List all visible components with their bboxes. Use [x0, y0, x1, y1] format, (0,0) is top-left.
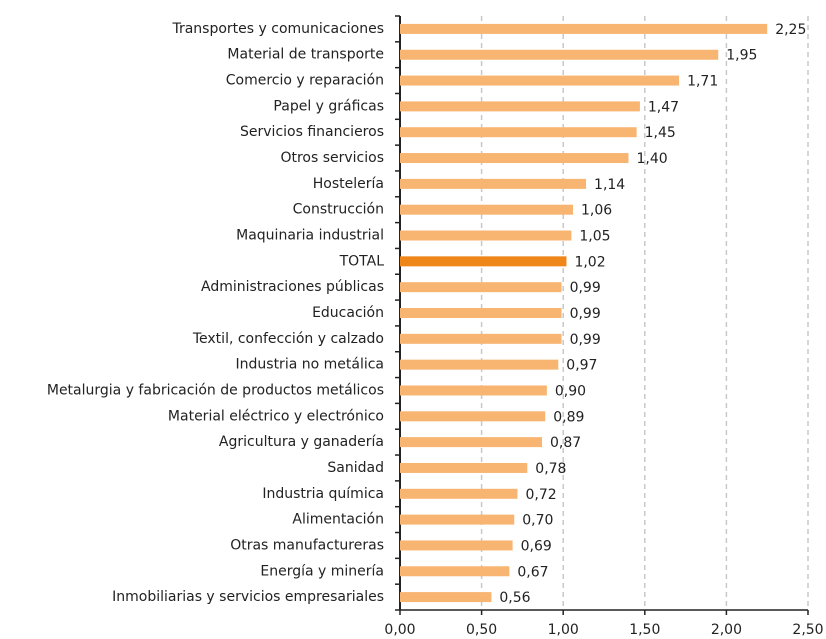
y-tick-label: Construcción: [293, 202, 384, 218]
y-tick-label: Alimentación: [292, 512, 384, 528]
bar: [400, 282, 562, 293]
bar: [400, 230, 572, 241]
y-tick-label: Agricultura y ganadería: [219, 434, 384, 450]
bar: [400, 75, 680, 86]
bar: [400, 101, 640, 112]
y-tick-label: Papel y gráficas: [273, 98, 384, 114]
value-label: 1,95: [726, 48, 757, 64]
value-label: 0,97: [566, 358, 597, 374]
bar: [400, 385, 547, 396]
value-label: 1,47: [648, 99, 679, 115]
x-tick-label: 1,00: [548, 622, 579, 638]
value-label: 0,99: [570, 332, 601, 348]
bar: [400, 49, 719, 60]
x-tick-label: 0,00: [384, 622, 415, 638]
value-label: 1,06: [581, 203, 612, 219]
x-tick-label: 2,50: [792, 622, 823, 638]
value-label: 0,72: [526, 487, 557, 503]
bar: [400, 566, 510, 577]
y-tick-label: Textil, confección y calzado: [192, 331, 384, 347]
y-tick-label: Servicios financieros: [240, 124, 384, 140]
value-label: 1,45: [645, 125, 676, 141]
value-label: 0,90: [555, 383, 586, 399]
y-tick-label: Energía y minería: [260, 563, 384, 579]
value-label: 0,78: [535, 461, 566, 477]
bar: [400, 462, 528, 473]
y-tick-label: Otros servicios: [280, 150, 384, 166]
bar: [400, 153, 629, 164]
y-tick-label: Otras manufactureras: [230, 537, 384, 553]
value-label: 1,14: [594, 177, 625, 193]
bar: [400, 437, 542, 448]
y-tick-label: Administraciones públicas: [201, 279, 384, 295]
y-tick-label: Sanidad: [327, 460, 384, 476]
value-label: 0,67: [517, 564, 548, 580]
bar: [400, 308, 562, 318]
bar: [400, 514, 515, 525]
value-label: 1,02: [574, 254, 605, 270]
x-tick-label: 1,50: [629, 622, 660, 638]
value-label: 0,99: [570, 280, 601, 296]
bar: [400, 127, 637, 138]
bar: [400, 540, 513, 551]
value-label: 1,40: [636, 151, 667, 167]
y-tick-label: Hostelería: [313, 176, 384, 192]
bar: [400, 178, 587, 189]
value-label: 0,69: [521, 538, 552, 554]
y-tick-label: Comercio y reparación: [226, 73, 384, 89]
x-tick-label: 0,50: [466, 622, 497, 638]
y-tick-label: Material de transporte: [227, 47, 384, 63]
bar: [400, 592, 492, 603]
value-label: 0,56: [499, 590, 530, 606]
y-tick-label: Transportes y comunicaciones: [171, 21, 384, 37]
y-tick-label: Maquinaria industrial: [236, 228, 384, 244]
y-tick-label: TOTAL: [339, 253, 385, 269]
y-tick-label: Educación: [312, 305, 384, 321]
bar: [400, 204, 573, 215]
x-tick-label: 2,00: [711, 622, 742, 638]
bar: [400, 23, 768, 34]
bar: [400, 333, 562, 344]
y-tick-label: Inmobiliarias y servicios empresariales: [112, 589, 384, 605]
value-label: 0,99: [570, 306, 601, 322]
value-label: 1,05: [579, 229, 610, 245]
value-label: 0,70: [522, 513, 553, 529]
y-tick-label: Metalurgia y fabricación de productos me…: [47, 382, 384, 398]
bar: [400, 256, 567, 267]
bar: [400, 359, 559, 370]
value-label: 2,25: [775, 22, 806, 38]
value-label: 1,71: [687, 74, 718, 90]
value-label: 0,89: [553, 409, 584, 425]
bar: [400, 411, 546, 422]
bar: [400, 488, 518, 499]
value-label: 0,87: [550, 435, 581, 451]
y-tick-label: Industria química: [262, 486, 384, 502]
y-tick-label: Industria no metálica: [236, 357, 384, 373]
y-tick-label: Material eléctrico y electrónico: [168, 408, 384, 424]
